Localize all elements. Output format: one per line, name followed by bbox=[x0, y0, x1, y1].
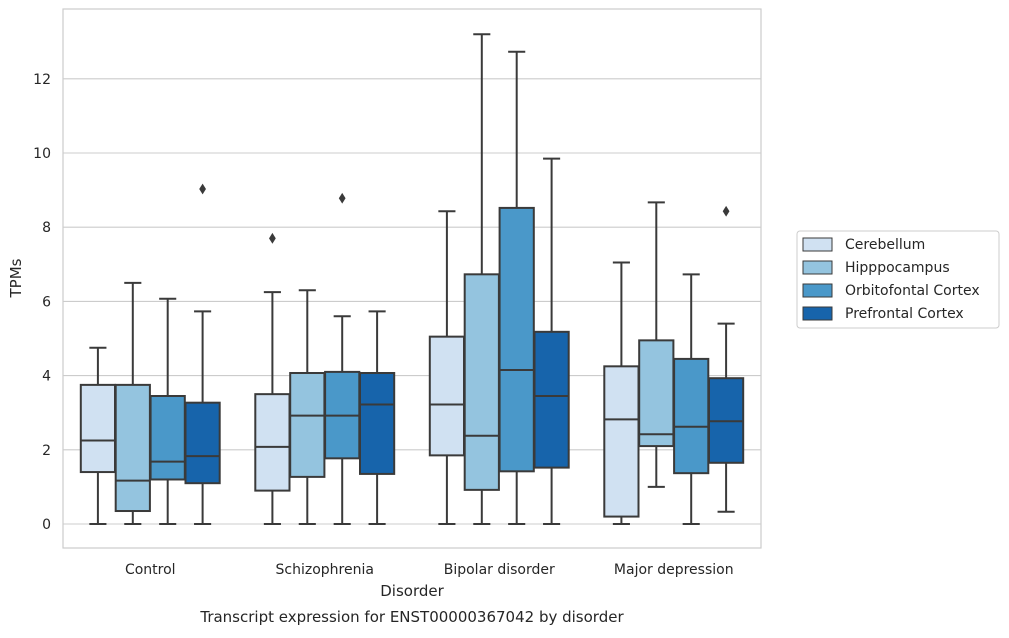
plot-frame bbox=[62, 8, 762, 549]
box-orbitofontal-cortex bbox=[324, 192, 361, 525]
x-tick-label: Major depression bbox=[614, 562, 734, 578]
box-body bbox=[463, 273, 500, 491]
box-body bbox=[498, 206, 535, 473]
box-body bbox=[428, 335, 466, 457]
legend-label: Prefrontal Cortex bbox=[845, 306, 964, 322]
legend: Cerebellum Hipppocampus Orbitofontal Corte… bbox=[796, 230, 1000, 329]
box-body bbox=[149, 395, 186, 481]
box-prefrontal-cortex bbox=[184, 183, 221, 525]
outlier-point bbox=[338, 192, 346, 204]
x-axis-label: Disorder bbox=[380, 582, 444, 600]
box-body bbox=[184, 401, 221, 485]
box-body bbox=[254, 393, 291, 492]
y-tick-labels: 0 2 4 6 8 10 12 bbox=[33, 72, 51, 533]
x-tick-labels: Control Schizophrenia Bipolar disorder Majo… bbox=[125, 562, 734, 578]
box-prefrontal-cortex bbox=[707, 205, 745, 513]
y-tick-label: 4 bbox=[42, 369, 51, 385]
box-body bbox=[289, 372, 326, 478]
box-cerebellum bbox=[254, 232, 291, 525]
box-prefrontal-cortex bbox=[358, 310, 396, 525]
y-tick-label: 8 bbox=[42, 220, 51, 236]
outlier-point bbox=[722, 205, 730, 217]
y-tick-label: 2 bbox=[42, 443, 51, 459]
box-orbitofontal-cortex bbox=[498, 50, 535, 525]
x-tick-label: Bipolar disorder bbox=[444, 562, 555, 578]
box-body bbox=[114, 383, 151, 513]
chart-caption: Transcript expression for ENST0000036704… bbox=[199, 608, 624, 626]
y-tick-label: 10 bbox=[33, 146, 51, 162]
legend-label: Hipppocampus bbox=[845, 260, 950, 276]
y-tick-label: 0 bbox=[42, 517, 51, 533]
box-hipppocampus bbox=[289, 289, 326, 525]
y-tick-label: 6 bbox=[42, 294, 51, 310]
box-hipppocampus bbox=[638, 201, 675, 488]
outlier-point bbox=[199, 183, 206, 195]
box-cerebellum bbox=[603, 261, 640, 525]
box-body bbox=[79, 383, 117, 474]
box-body bbox=[673, 357, 710, 475]
outlier-point bbox=[269, 232, 276, 244]
box-groups bbox=[79, 33, 745, 525]
box-orbitofontal-cortex bbox=[673, 273, 710, 525]
legend-label: Orbitofontal Cortex bbox=[845, 283, 980, 299]
legend-label: Cerebellum bbox=[845, 237, 925, 253]
legend-swatch bbox=[802, 306, 833, 321]
box-body bbox=[638, 339, 675, 448]
x-tick-label: Control bbox=[125, 562, 176, 578]
box-cerebellum bbox=[428, 210, 466, 525]
box-body bbox=[533, 330, 570, 469]
y-axis-label: TPMs bbox=[7, 258, 25, 298]
box-orbitofontal-cortex bbox=[149, 297, 186, 525]
legend-swatch bbox=[802, 237, 833, 252]
box-body bbox=[358, 372, 396, 475]
legend-swatch bbox=[802, 260, 833, 275]
box-hipppocampus bbox=[114, 281, 151, 525]
x-tick-label: Schizophrenia bbox=[276, 562, 374, 578]
box-body bbox=[603, 365, 640, 518]
legend-swatch bbox=[802, 283, 833, 298]
legend-frame bbox=[796, 230, 1000, 329]
y-tick-label: 12 bbox=[33, 72, 51, 88]
box-prefrontal-cortex bbox=[533, 157, 570, 525]
